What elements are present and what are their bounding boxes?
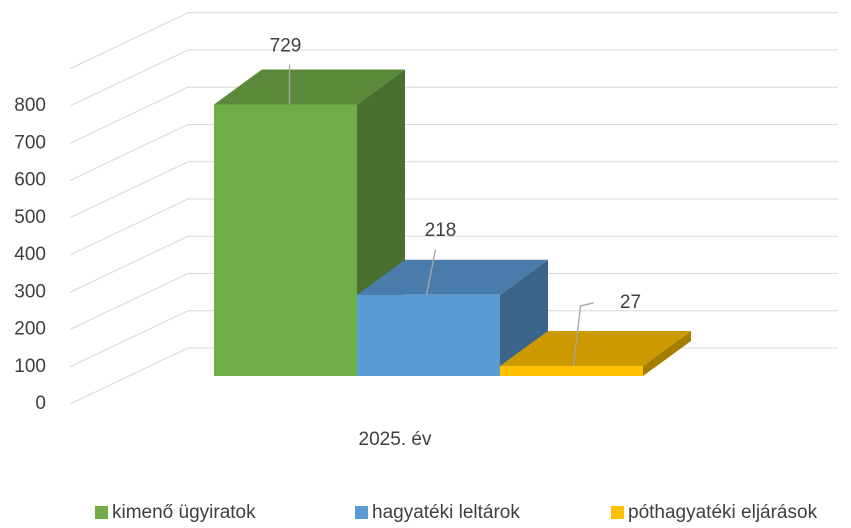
grid-line xyxy=(69,310,838,368)
y-tick-label: 200 xyxy=(14,319,46,340)
legend-swatch xyxy=(95,506,108,519)
data-label: 218 xyxy=(425,220,457,241)
bar xyxy=(214,104,357,376)
legend-label: hagyatéki leltárok xyxy=(372,502,520,523)
leader-line xyxy=(572,302,594,367)
grid-line xyxy=(69,124,838,181)
x-tick-label: 2025. év xyxy=(359,429,432,450)
bar-top xyxy=(500,330,691,366)
legend-swatch xyxy=(611,506,624,519)
grid-line xyxy=(69,161,838,219)
y-tick-label: 400 xyxy=(14,244,46,265)
grid-line xyxy=(69,235,838,293)
wall-edge xyxy=(69,12,838,70)
grid-line xyxy=(69,86,838,144)
bar xyxy=(500,365,643,376)
leader-line xyxy=(425,249,437,295)
data-label: 729 xyxy=(270,35,302,56)
grid-line xyxy=(69,273,838,330)
y-tick-label: 300 xyxy=(14,281,46,302)
data-label: 27 xyxy=(620,292,641,313)
y-tick-label: 600 xyxy=(14,170,46,191)
legend-label: kimenő ügyiratok xyxy=(112,502,256,523)
y-tick-label: 500 xyxy=(14,207,46,228)
grid-line xyxy=(69,198,838,256)
legend-swatch xyxy=(355,506,368,519)
y-tick-label: 700 xyxy=(14,132,46,153)
y-tick-label: 800 xyxy=(14,95,46,116)
legend-label: póthagyatéki eljárások xyxy=(628,502,818,523)
bar-side xyxy=(643,330,691,376)
bar-top xyxy=(214,69,405,105)
y-tick-label: 0 xyxy=(35,393,46,414)
grid-line xyxy=(69,49,838,107)
bar-top xyxy=(357,259,548,295)
bar xyxy=(357,294,500,376)
y-tick-label: 100 xyxy=(14,356,46,377)
